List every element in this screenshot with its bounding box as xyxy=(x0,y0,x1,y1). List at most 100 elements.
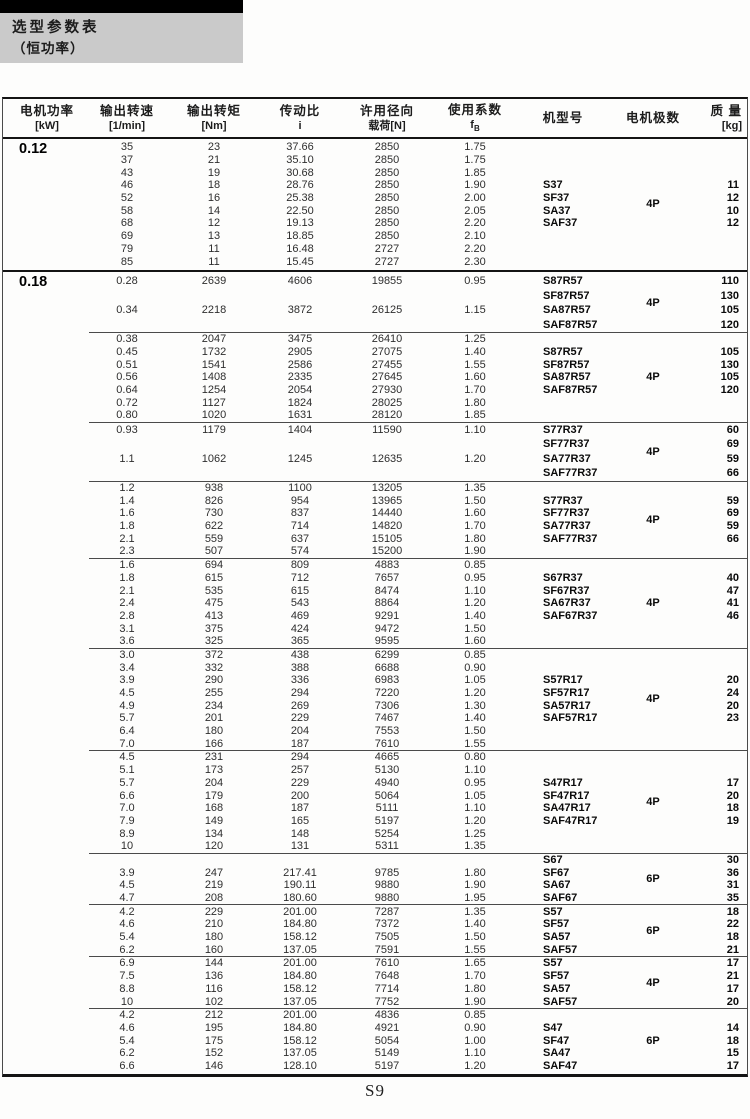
cell-speed: 0.38 xyxy=(116,333,138,346)
cell-load: 7752 xyxy=(374,995,400,1008)
selection-parameters-table: 电机功率 [kW] 输出转速 [1/min] 输出转矩 [Nm] 传动比 i 许用径向 载荷[N]… xyxy=(2,97,748,1078)
cell-mass: 35 xyxy=(726,892,739,905)
cell-load: 7505 xyxy=(374,931,400,944)
cell-speed: 4.9 xyxy=(119,699,135,712)
table-row: SAF87R57 120 xyxy=(3,317,747,332)
table-row: 4.2 212 201.00 4836 0.85 xyxy=(3,1009,747,1022)
cell-fs: 1.10 xyxy=(464,1047,486,1060)
cell-model: S67R37 xyxy=(543,571,583,584)
cell-fs: 1.25 xyxy=(464,827,486,840)
cell-mass: 21 xyxy=(726,970,739,983)
cell-ratio: 2905 xyxy=(287,345,313,358)
cell-torque: 229 xyxy=(204,905,224,918)
cell-load: 9291 xyxy=(374,609,400,622)
table-row: 6.4 180 204 7553 1.50 xyxy=(3,725,747,738)
cell-ratio: 388 xyxy=(290,661,310,674)
cell-model: SA47 xyxy=(543,1047,571,1060)
table-row: 4.5 219 190.11 9880 1.90 SA67 31 xyxy=(3,879,747,892)
cell-fs: 0.95 xyxy=(464,776,486,789)
cell-torque: 1408 xyxy=(201,371,227,384)
cell-fs: 1.20 xyxy=(464,597,486,610)
cell-ratio: 1631 xyxy=(287,409,313,422)
cell-mass: 66 xyxy=(726,467,739,480)
cell-mass: 23 xyxy=(726,712,739,725)
cell-torque: 173 xyxy=(204,764,224,777)
cell-torque: 372 xyxy=(204,648,224,661)
cell-speed: 0.80 xyxy=(116,409,138,422)
cell-model: SF47R17 xyxy=(543,789,590,802)
table-row: 5.7 204 229 4940 0.95 S47R17 17 xyxy=(3,777,747,790)
cell-fs: 1.70 xyxy=(464,383,486,396)
cell-load: 2850 xyxy=(374,154,400,167)
cell-fs: 0.85 xyxy=(464,648,486,661)
cell-ratio: 190.11 xyxy=(283,879,317,892)
header-cell-7: 机型号 xyxy=(511,99,615,137)
header-unit: i xyxy=(298,119,302,132)
cell-load: 2850 xyxy=(374,192,400,205)
cell-ratio: 714 xyxy=(290,520,310,533)
cell-fs: 1.80 xyxy=(464,866,486,879)
cell-speed: 5.7 xyxy=(119,776,135,789)
cell-load: 9472 xyxy=(374,622,400,635)
block-separator xyxy=(89,557,747,559)
cell-model: SA87R57 xyxy=(543,371,591,384)
cell-ratio: 712 xyxy=(290,571,310,584)
cell-ratio: 809 xyxy=(290,559,310,572)
table-row: SF87R57 130 xyxy=(3,288,747,303)
cell-torque: 694 xyxy=(204,559,224,572)
cell-speed: 4.6 xyxy=(119,1021,135,1034)
cell-fs: 0.85 xyxy=(464,559,486,572)
cell-torque: 231 xyxy=(204,751,224,764)
motor-power-value: 0.12 xyxy=(19,141,48,157)
cell-ratio: 200 xyxy=(290,789,310,802)
cell-torque: 195 xyxy=(204,1021,224,1034)
cell-torque: 730 xyxy=(204,507,224,520)
motor-poles-value: 4P xyxy=(646,693,660,706)
table-row: 10 102 137.05 7752 1.90 SAF57 20 xyxy=(3,995,747,1008)
cell-load: 13205 xyxy=(371,482,403,495)
cell-torque: 255 xyxy=(204,687,224,700)
cell-model: SAF57 xyxy=(543,943,578,956)
cell-model: SA57 xyxy=(543,931,571,944)
cell-model: SF67R37 xyxy=(543,584,590,597)
header-cell-5: 许用径向 载荷[N] xyxy=(335,99,439,137)
cell-fs: 1.60 xyxy=(464,371,486,384)
cell-ratio: 22.50 xyxy=(286,204,314,217)
cell-mass: 20 xyxy=(726,995,739,1008)
table-row: 4.5 231 294 4665 0.80 xyxy=(3,751,747,764)
cell-fs: 2.20 xyxy=(464,217,486,230)
cell-speed: 4.6 xyxy=(119,918,135,931)
cell-ratio: 217.41 xyxy=(283,866,317,879)
cell-model: S47R17 xyxy=(543,776,583,789)
table-row: 1.6 694 809 4883 0.85 xyxy=(3,559,747,572)
cell-speed: 6.6 xyxy=(119,1059,135,1072)
cell-model: SAF67R37 xyxy=(543,609,598,622)
cell-speed: 2.1 xyxy=(119,532,135,545)
cell-fs: 1.10 xyxy=(464,584,486,597)
header-cell-9: 质 量 [kg] xyxy=(691,99,747,137)
cell-model: SF67 xyxy=(543,866,570,879)
motor-poles-value: 4P xyxy=(646,597,660,610)
block-separator xyxy=(89,421,747,423)
table-row: 10 120 131 5311 1.35 xyxy=(3,840,747,853)
cell-ratio: 204 xyxy=(290,725,310,738)
cell-load: 5197 xyxy=(374,814,400,827)
cell-speed: 79 xyxy=(120,242,134,255)
ratio-block: 0.38 2047 3475 26410 1.25 0.45 1732 2905 27075 1.… xyxy=(3,333,747,422)
cell-model: SA47R17 xyxy=(543,802,591,815)
header-unit: 载荷[N] xyxy=(368,119,406,132)
header-cell-4: 传动比 i xyxy=(265,99,335,137)
table-row: 3.0 372 438 6299 0.85 xyxy=(3,649,747,662)
table-row: 3.4 332 388 6688 0.90 xyxy=(3,661,747,674)
block-separator xyxy=(89,852,747,854)
cell-mass: 69 xyxy=(726,507,739,520)
ratio-block: 0.28 2639 4606 19855 0.95 S87R57 110 SF87R57 130… xyxy=(3,274,747,332)
table-row: 4.6 195 184.80 4921 0.90 S47 14 xyxy=(3,1022,747,1035)
cell-mass: 120 xyxy=(720,318,739,331)
table-row: 46 18 28.76 2850 1.90 S37 11 xyxy=(3,179,747,192)
cell-speed: 5.4 xyxy=(119,931,135,944)
cell-speed: 6.9 xyxy=(119,957,135,970)
cell-fs: 0.90 xyxy=(464,1021,486,1034)
table-header-row: 电机功率 [kW] 输出转速 [1/min] 输出转矩 [Nm] 传动比 i 许用径向 载荷[N]… xyxy=(3,99,747,139)
cell-fs: 1.50 xyxy=(464,494,486,507)
